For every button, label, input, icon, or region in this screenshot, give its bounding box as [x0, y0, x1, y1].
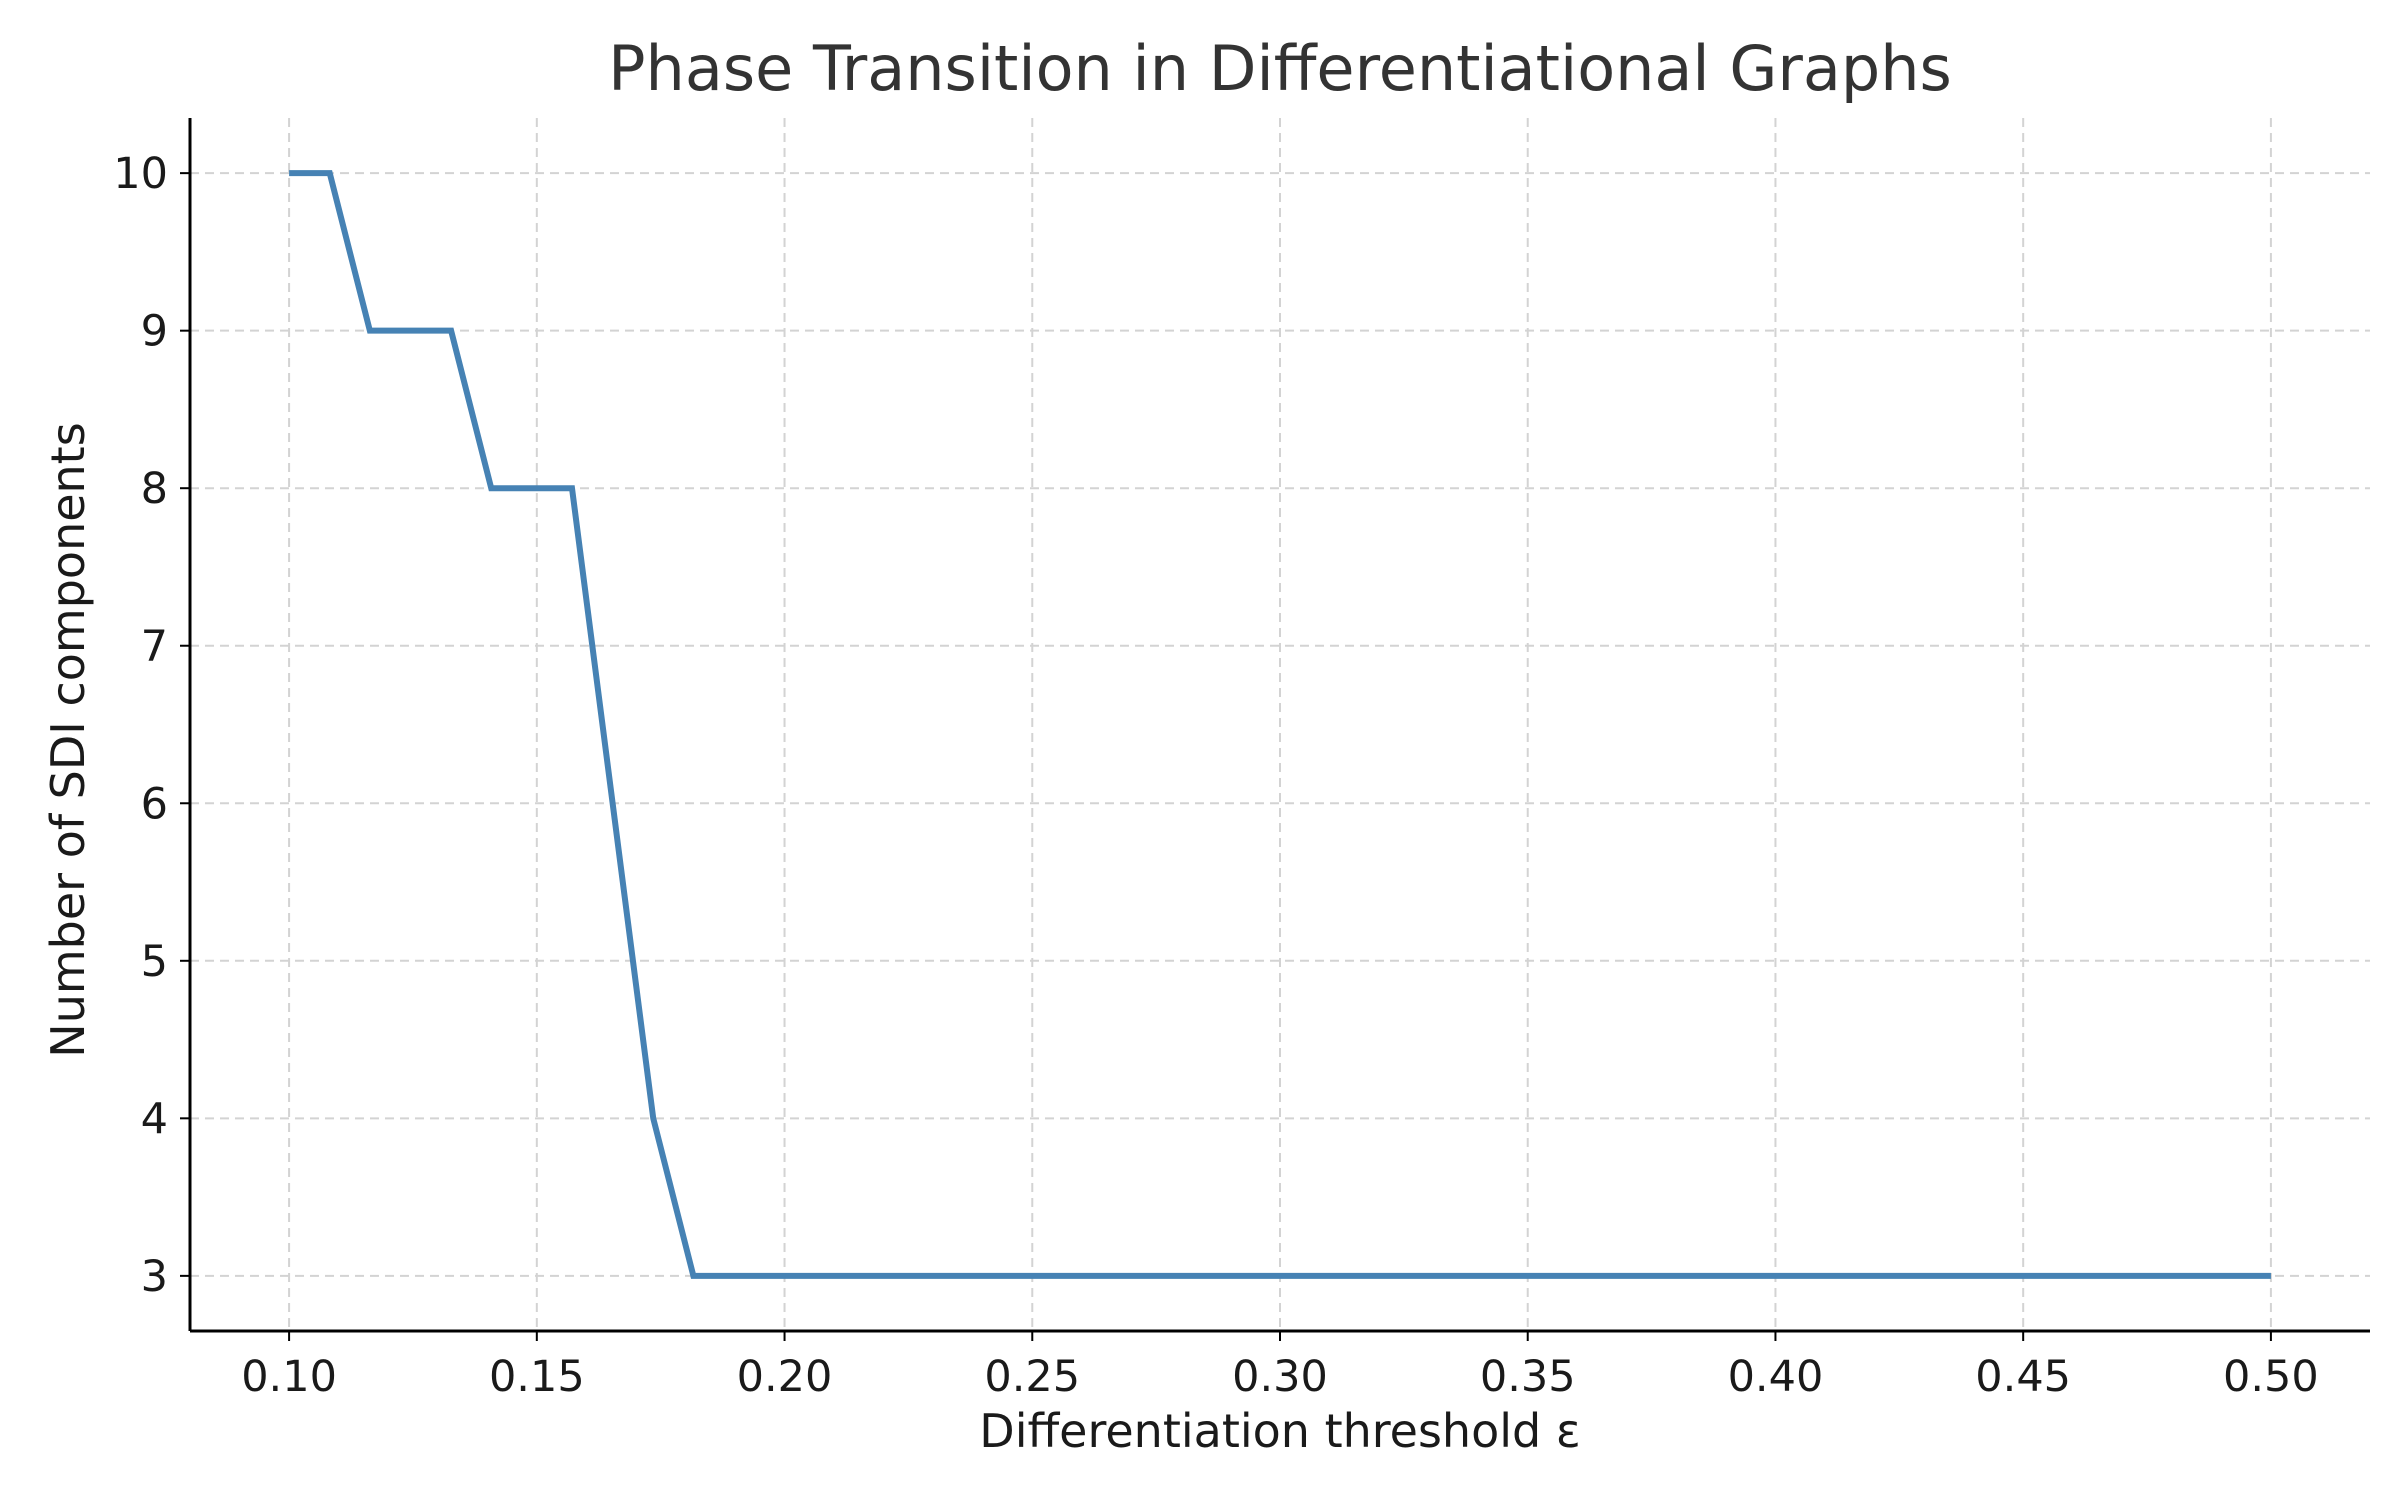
y-tick-label: 10: [113, 149, 168, 199]
y-tick-label: 8: [141, 464, 168, 514]
series-layer: [289, 170, 2271, 1279]
y-tick-label: 6: [141, 779, 168, 829]
series-line: [289, 170, 2271, 1279]
grid: [190, 118, 2370, 1331]
y-tick-label: 3: [141, 1252, 168, 1302]
chart-title: Phase Transition in Differentiational Gr…: [608, 32, 1952, 105]
x-tick-label: 0.40: [1728, 1352, 1824, 1402]
x-tick-label: 0.50: [2223, 1352, 2319, 1402]
x-tick-label: 0.10: [241, 1352, 337, 1402]
x-tick-label: 0.35: [1480, 1352, 1576, 1402]
y-axis-label: Number of SDI components: [41, 422, 95, 1057]
x-axis-label: Differentiation threshold ε: [979, 1404, 1580, 1458]
y-axis-ticks: 3 4 5 6 7 8 9 10: [113, 149, 190, 1302]
x-tick-label: 0.20: [737, 1352, 833, 1402]
y-tick-label: 5: [141, 937, 168, 987]
x-tick-label: 0.30: [1232, 1352, 1328, 1402]
x-tick-label: 0.25: [984, 1352, 1080, 1402]
x-axis-ticks: 0.10 0.15 0.20 0.25 0.30 0.35 0.40 0.45 0.50: [241, 1331, 2319, 1402]
x-tick-label: 0.45: [1975, 1352, 2071, 1402]
y-tick-label: 7: [141, 622, 168, 672]
x-tick-label: 0.15: [489, 1352, 585, 1402]
y-tick-label: 4: [141, 1094, 168, 1144]
y-tick-label: 9: [141, 307, 168, 357]
